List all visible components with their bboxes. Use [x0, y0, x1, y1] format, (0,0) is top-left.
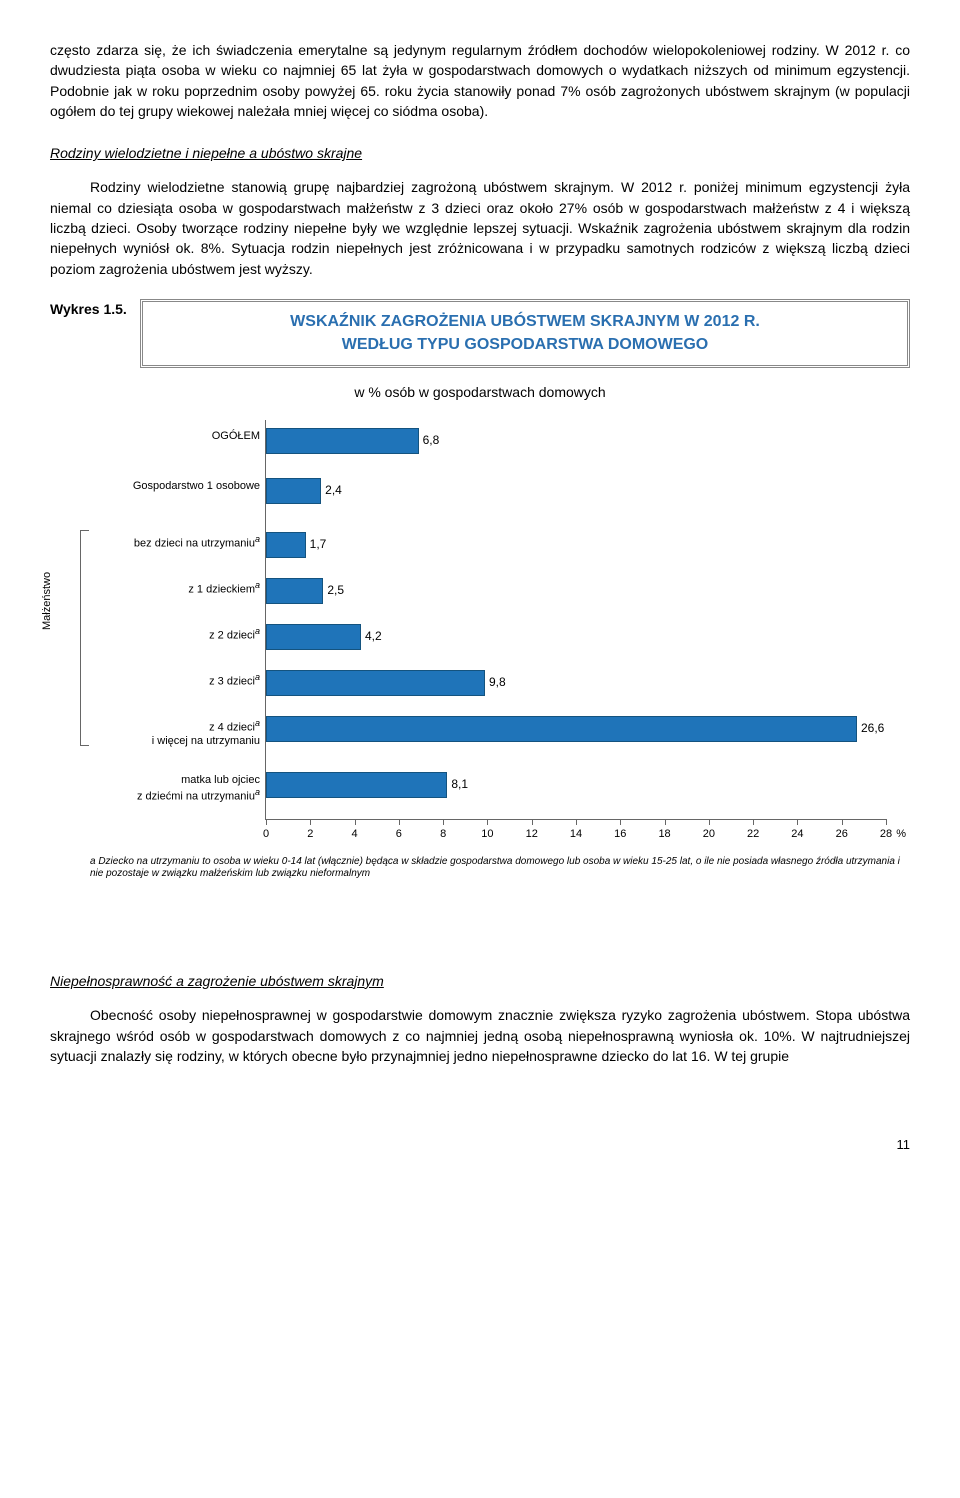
section-heading-2: Niepełnosprawność a zagrożenie ubóstwem …	[50, 971, 910, 991]
x-tick	[266, 819, 267, 825]
x-tick	[709, 819, 710, 825]
x-tick-label: 26	[836, 827, 848, 843]
bar-value-label: 1,7	[310, 536, 327, 553]
bar	[266, 532, 306, 558]
x-tick	[443, 819, 444, 825]
x-tick-label: 20	[703, 827, 715, 843]
x-tick-label: 0	[263, 827, 269, 843]
x-tick-label: 10	[481, 827, 493, 843]
bar-value-label: 8,1	[451, 776, 468, 793]
x-tick	[620, 819, 621, 825]
x-tick-label: 6	[396, 827, 402, 843]
x-tick	[665, 819, 666, 825]
x-tick	[753, 819, 754, 825]
category-label: z 1 dzieckiema	[100, 580, 260, 597]
x-tick-label: 2	[307, 827, 313, 843]
x-tick	[355, 819, 356, 825]
paragraph-3: Obecność osoby niepełnosprawnej w gospod…	[50, 1005, 910, 1066]
bar	[266, 772, 447, 798]
category-label: matka lub ojciecz dziećmi na utrzymaniua	[100, 774, 260, 804]
x-tick-label: 12	[526, 827, 538, 843]
bar-value-label: 2,5	[327, 582, 344, 599]
bar-value-label: 4,2	[365, 628, 382, 645]
paragraph-intro: często zdarza się, że ich świadczenia em…	[50, 40, 910, 121]
chart: Małżeństwo OGÓŁEMGospodarstwo 1 osoboweb…	[50, 420, 910, 850]
bar-value-label: 6,8	[423, 432, 440, 449]
bar	[266, 578, 323, 604]
x-tick-label: 22	[747, 827, 759, 843]
chart-subtitle: w % osób w gospodarstwach domowych	[50, 382, 910, 402]
x-tick-label: 24	[791, 827, 803, 843]
category-label: OGÓŁEM	[100, 430, 260, 443]
bar	[266, 624, 361, 650]
x-tick	[399, 819, 400, 825]
plot-area: % 02468101214161820222426286,82,41,72,54…	[265, 420, 886, 820]
x-tick-label: 14	[570, 827, 582, 843]
x-tick	[797, 819, 798, 825]
percent-sign: %	[896, 827, 906, 843]
paragraph-2: Rodziny wielodzietne stanowią grupę najb…	[50, 177, 910, 278]
x-tick	[842, 819, 843, 825]
x-tick-label: 16	[614, 827, 626, 843]
category-label: z 2 dziecia	[100, 626, 260, 643]
bracket-icon	[80, 530, 89, 746]
x-tick-label: 8	[440, 827, 446, 843]
x-tick	[576, 819, 577, 825]
bar-value-label: 2,4	[325, 482, 342, 499]
x-tick	[886, 819, 887, 825]
category-label: z 3 dziecia	[100, 672, 260, 689]
chart-footnote: a Dziecko na utrzymaniu to osoba w wieku…	[90, 856, 910, 881]
category-label: z 4 dzieciai więcej na utrzymaniu	[100, 718, 260, 748]
x-tick-label: 28	[880, 827, 892, 843]
category-label: Gospodarstwo 1 osobowe	[100, 480, 260, 493]
bar-value-label: 9,8	[489, 674, 506, 691]
chart-title-box: WSKAŹNIK ZAGROŻENIA UBÓSTWEM SKRAJNYM W …	[140, 299, 910, 367]
x-tick	[487, 819, 488, 825]
bar	[266, 428, 419, 454]
category-column: OGÓŁEM Gospodarstwo 1 osobowe bez dzieci n…	[90, 420, 260, 850]
section-heading-1: Rodziny wielodzietne i niepełne a ubóstw…	[50, 143, 910, 163]
x-tick-label: 4	[352, 827, 358, 843]
bar	[266, 670, 485, 696]
chart-title-line1: WSKAŹNIK ZAGROŻENIA UBÓSTWEM SKRAJNYM W …	[157, 310, 893, 333]
x-tick	[310, 819, 311, 825]
page-number: 11	[50, 1136, 910, 1155]
x-tick-label: 18	[658, 827, 670, 843]
x-tick	[532, 819, 533, 825]
chart-title-line2: WEDŁUG TYPU GOSPODARSTWA DOMOWEGO	[157, 333, 893, 356]
bar	[266, 716, 857, 742]
category-label: bez dzieci na utrzymaniua	[100, 534, 260, 551]
chart-group-label: Małżeństwo	[40, 572, 56, 630]
bar-value-label: 26,6	[861, 720, 884, 737]
bar	[266, 478, 321, 504]
